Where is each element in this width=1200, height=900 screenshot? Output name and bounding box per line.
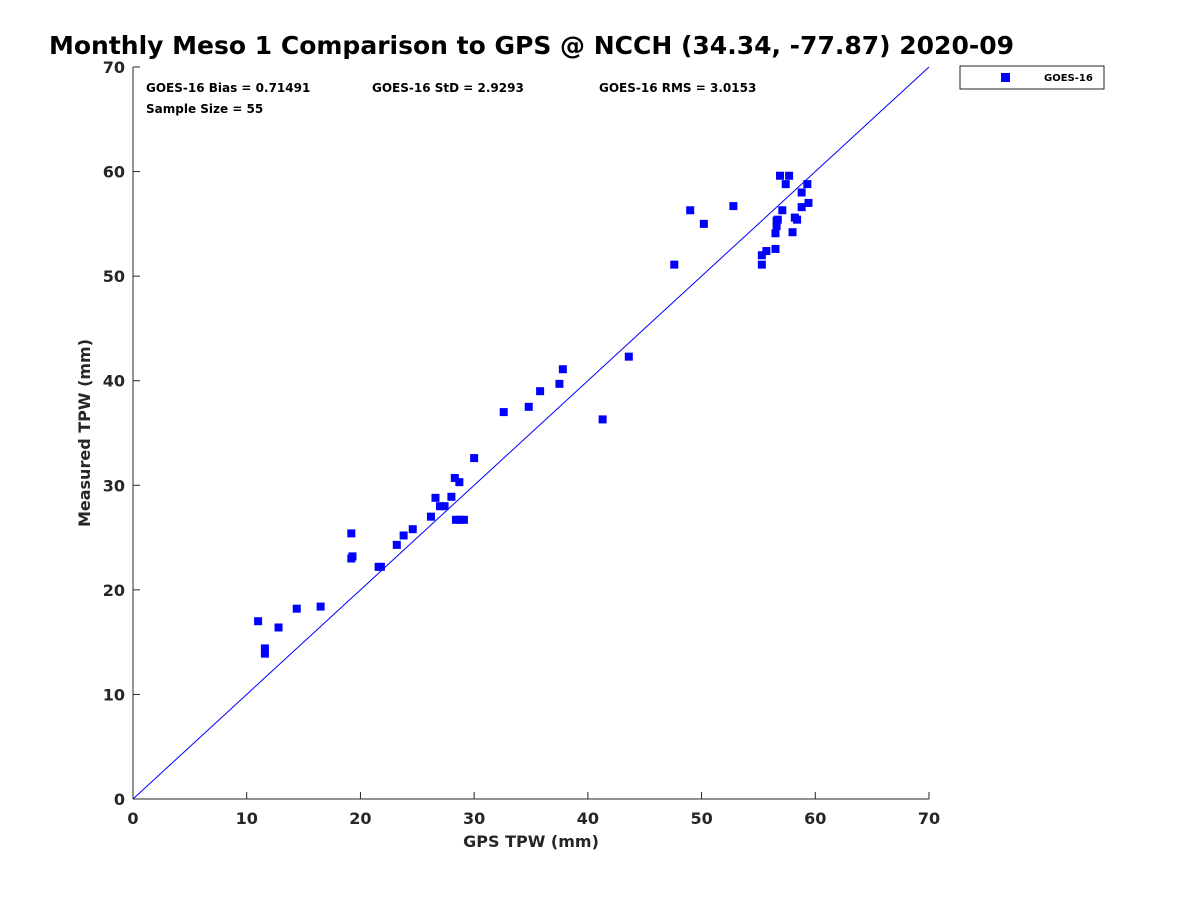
data-point [788, 228, 797, 237]
data-point [771, 229, 780, 238]
y-axis-label: Measured TPW (mm) [75, 339, 94, 527]
bias-annotation: GOES-16 Bias = 0.71491 [146, 81, 310, 95]
data-point [459, 515, 468, 524]
legend-marker-square [1001, 73, 1010, 82]
x-tick-label: 50 [690, 809, 712, 828]
y-tick-label: 0 [114, 790, 125, 809]
data-point [455, 478, 464, 487]
data-point [440, 502, 449, 511]
data-point [260, 649, 269, 658]
sample-size-annotation: Sample Size = 55 [146, 102, 263, 116]
data-point [598, 415, 607, 424]
data-point [729, 202, 738, 211]
data-point [431, 493, 440, 502]
data-point [803, 180, 812, 189]
data-point [347, 529, 356, 538]
data-point [793, 215, 802, 224]
data-point [804, 198, 813, 207]
data-point [470, 454, 479, 463]
data-point [254, 617, 263, 626]
y-tick-label: 10 [103, 685, 125, 704]
data-point [785, 171, 794, 180]
data-point [426, 512, 435, 521]
data-point [292, 604, 301, 613]
data-point [399, 531, 408, 540]
data-point [450, 473, 459, 482]
data-point [797, 188, 806, 197]
data-point [772, 221, 781, 230]
data-point [524, 402, 533, 411]
x-tick-label: 20 [349, 809, 371, 828]
data-point [778, 206, 787, 215]
legend-entry-goes16: GOES-16 [1044, 73, 1093, 84]
data-point [699, 219, 708, 228]
rms-annotation: GOES-16 RMS = 3.0153 [599, 81, 756, 95]
data-point [624, 352, 633, 361]
legend: GOES-16 [959, 65, 1105, 90]
data-point [797, 203, 806, 212]
data-point [757, 251, 766, 260]
x-tick-label: 30 [463, 809, 485, 828]
chart-title: Monthly Meso 1 Comparison to GPS @ NCCH … [49, 31, 1014, 60]
data-point [436, 502, 445, 511]
data-point [781, 180, 790, 189]
data-point [316, 602, 325, 611]
y-tick-label: 30 [103, 476, 125, 495]
data-point [686, 206, 695, 215]
x-tick-label: 10 [236, 809, 258, 828]
data-point [558, 365, 567, 374]
y-tick-label: 20 [103, 581, 125, 600]
y-tick-label: 70 [103, 58, 125, 77]
x-tick-label: 60 [804, 809, 826, 828]
data-point [274, 623, 283, 632]
data-point [376, 562, 385, 571]
data-points-group [254, 171, 813, 658]
data-point [447, 492, 456, 501]
data-point [348, 552, 357, 561]
data-point [260, 644, 269, 653]
data-point [773, 215, 782, 224]
data-point [555, 379, 564, 388]
one-to-one-line [132, 66, 930, 800]
x-tick-label: 40 [577, 809, 599, 828]
y-tick-label: 60 [103, 163, 125, 182]
data-point [536, 387, 545, 396]
data-point [776, 171, 785, 180]
std-annotation: GOES-16 StD = 2.9293 [372, 81, 524, 95]
data-point [499, 408, 508, 417]
y-axis-ticks: 0 10 20 30 40 50 60 70 [103, 58, 140, 809]
data-point [392, 540, 401, 549]
data-point [670, 260, 679, 269]
x-tick-label: 70 [918, 809, 940, 828]
data-point [762, 247, 771, 256]
x-axis-ticks: 0 10 20 30 40 50 60 70 [127, 792, 940, 828]
x-tick-label: 0 [127, 809, 138, 828]
data-point [455, 515, 464, 524]
y-tick-label: 50 [103, 267, 125, 286]
data-point [408, 525, 417, 534]
x-axis-label: GPS TPW (mm) [463, 832, 599, 851]
y-tick-label: 40 [103, 372, 125, 391]
data-point [771, 244, 780, 253]
reference-line-group [132, 66, 930, 800]
legend-box [959, 65, 1105, 90]
data-point [757, 260, 766, 269]
